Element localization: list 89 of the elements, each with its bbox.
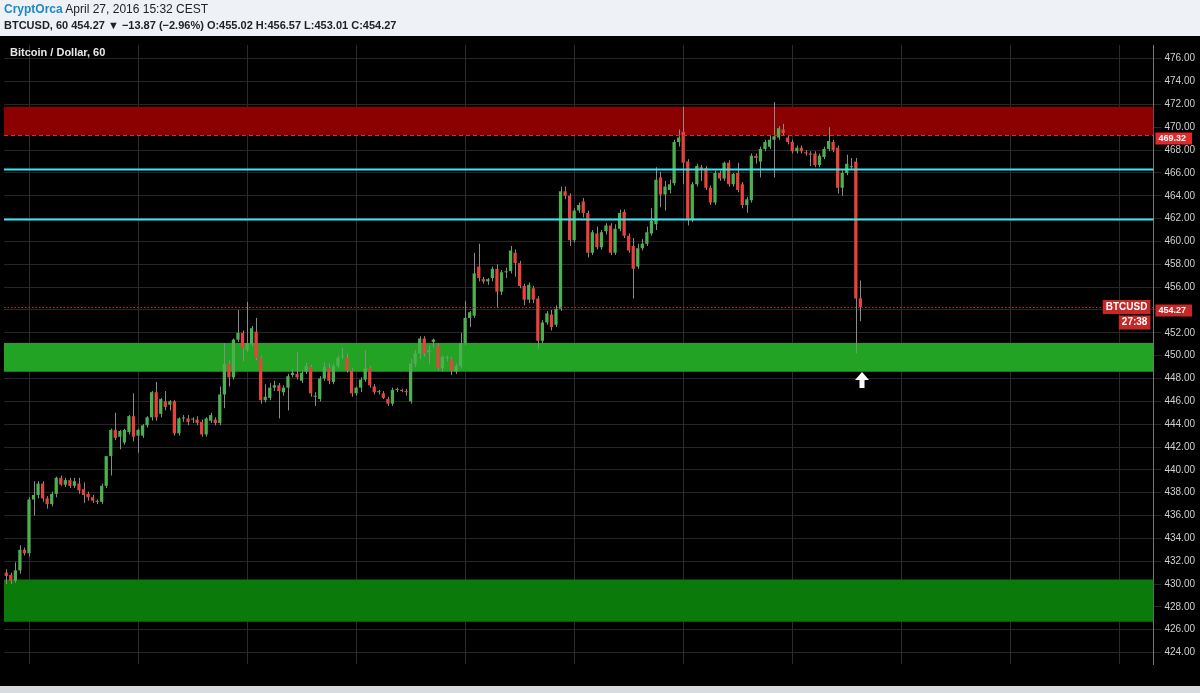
candlestick — [327, 363, 331, 385]
y-tick-label: 466.00 — [1164, 166, 1196, 178]
candlestick — [349, 367, 354, 398]
candlestick — [826, 126, 831, 152]
candlestick — [363, 349, 367, 383]
candlestick — [240, 330, 245, 362]
y-tick-label: 444.00 — [1164, 417, 1196, 429]
y-tick-label: 446.00 — [1164, 395, 1196, 407]
candlestick — [508, 245, 513, 274]
candlestick — [236, 309, 240, 343]
candlestick — [599, 229, 604, 250]
y-tick-label: 462.00 — [1164, 212, 1196, 224]
y-tick-label: 450.00 — [1164, 349, 1196, 361]
candlestick — [590, 229, 594, 256]
candlestick — [554, 304, 558, 328]
candlestick — [663, 180, 667, 212]
candlestick — [645, 226, 649, 247]
y-tick-label: 458.00 — [1164, 258, 1196, 270]
text: CryptOrca — [4, 2, 63, 16]
candlestick — [540, 319, 544, 344]
candlestick — [163, 390, 167, 411]
candlestick — [249, 325, 254, 348]
candlestick — [849, 157, 853, 170]
y-tick-label: 424.00 — [1164, 646, 1196, 658]
candlestick — [704, 165, 708, 191]
candlestick — [736, 162, 740, 193]
y-tick-label: 430.00 — [1164, 577, 1196, 589]
candlestick — [81, 481, 86, 504]
candlestick — [331, 363, 336, 385]
ref-line-label: 454.27 — [1158, 304, 1186, 315]
candlestick — [136, 428, 140, 454]
y-tick-label: 456.00 — [1164, 280, 1196, 292]
candlestick — [595, 226, 599, 250]
candlestick — [518, 260, 522, 289]
y-tick-label: 436.00 — [1164, 509, 1196, 521]
candlestick — [631, 237, 635, 300]
candlestick — [54, 476, 58, 498]
candlestick — [118, 429, 122, 450]
y-tick-label: 434.00 — [1164, 532, 1196, 544]
y-tick-label: 472.00 — [1164, 98, 1196, 110]
candlestick — [658, 171, 663, 208]
candlestick — [113, 412, 117, 441]
chart-subtitle: BTCUSD, 60 454.27 ▼ −13.87 (−2.96%) O:455.02 H:456.57 L:453.01 C:454.27 — [4, 18, 398, 33]
candlestick — [286, 373, 290, 411]
candlestick — [159, 397, 163, 418]
candlestick — [368, 365, 372, 389]
candlestick — [295, 351, 299, 381]
chart-title: Bitcoin / Dollar, 60 — [10, 45, 106, 58]
y-tick-label: 428.00 — [1164, 600, 1196, 612]
y-tick-label: 432.00 — [1164, 554, 1196, 566]
candlestick — [527, 282, 531, 304]
candlestick — [495, 263, 499, 309]
y-tick-label: 448.00 — [1164, 372, 1196, 384]
y-tick-label: 442.00 — [1164, 440, 1196, 452]
y-tick-label: 476.00 — [1164, 52, 1196, 64]
candlestick — [340, 347, 345, 360]
text: April 27, 2016 15:32 CEST — [64, 2, 209, 16]
candlestick — [436, 342, 440, 371]
ref-line-label: 469.32 — [1158, 132, 1186, 143]
candlestick — [740, 181, 744, 209]
candlestick — [131, 392, 136, 442]
candlestick — [858, 280, 863, 322]
candlestick — [499, 269, 504, 296]
candlestick — [277, 382, 281, 419]
y-tick-label: 452.00 — [1164, 326, 1196, 338]
annotation: 27:38 — [1121, 316, 1148, 328]
candlestick — [177, 416, 181, 437]
y-tick-label: 438.00 — [1164, 486, 1196, 498]
y-tick-label: 460.00 — [1164, 235, 1196, 247]
candlestick — [227, 359, 231, 387]
candlestick — [345, 352, 349, 374]
candlestick — [627, 232, 631, 254]
candlestick — [513, 248, 517, 278]
annotation: BTCUSD — [1105, 300, 1148, 312]
candlestick — [31, 480, 36, 517]
candlestick — [522, 283, 526, 306]
candlestick — [504, 267, 508, 279]
y-tick-label: 468.00 — [1164, 143, 1196, 155]
y-tick-label: 426.00 — [1164, 623, 1196, 635]
y-tick-label: 440.00 — [1164, 463, 1196, 475]
candlestick — [318, 375, 322, 402]
candlestick — [840, 170, 844, 197]
candlestick — [18, 544, 22, 575]
y-tick-label: 470.00 — [1164, 120, 1196, 132]
candlestick — [754, 153, 758, 165]
y-tick-label: 474.00 — [1164, 75, 1196, 87]
candlestick — [636, 243, 640, 270]
candlestick — [708, 184, 713, 206]
y-tick-label: 464.00 — [1164, 189, 1196, 201]
